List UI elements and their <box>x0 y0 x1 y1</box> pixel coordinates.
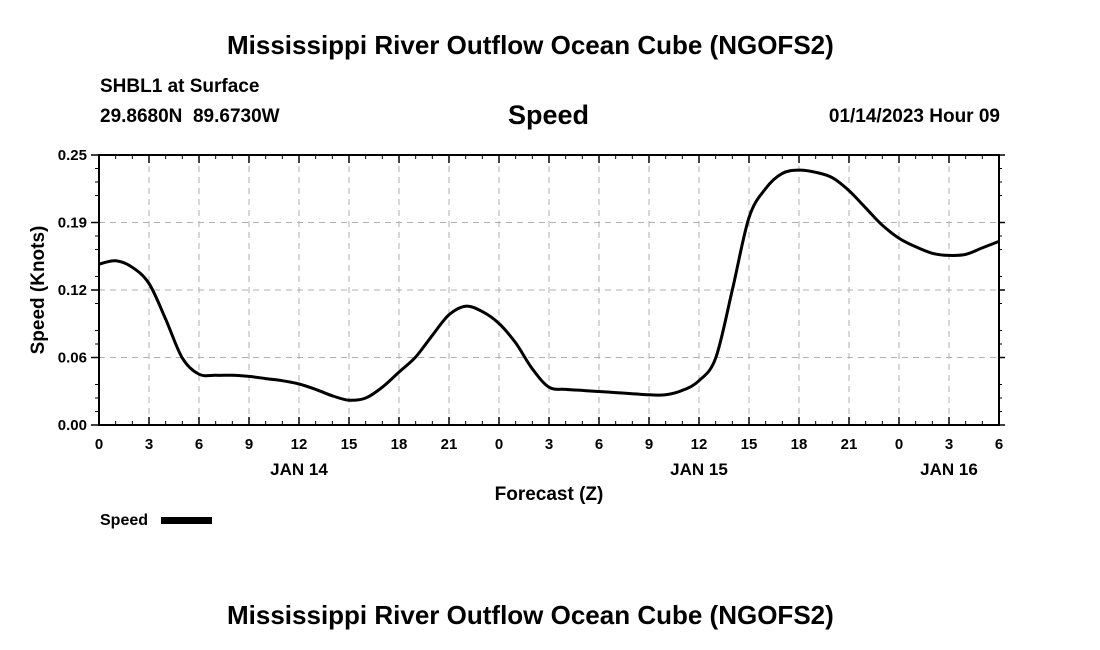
chart-title: Speed <box>508 100 590 130</box>
coordinates-label: 29.8680N 89.6730W <box>100 106 280 127</box>
date-label: JAN 14 <box>270 460 328 479</box>
x-tick-label: 6 <box>995 436 1003 453</box>
x-tick-labels: 0 3 6 9 12 15 18 21 0 3 6 9 12 15 18 21 0 3 6 <box>95 436 1003 453</box>
x-tick-label: 18 <box>391 436 408 453</box>
x-tick-label: 9 <box>245 436 253 453</box>
legend-label: Speed <box>100 512 148 529</box>
y-tick-label: 0.19 <box>58 215 87 232</box>
y-tick-label: 0.25 <box>58 147 87 164</box>
grid-lines <box>99 155 999 425</box>
x-tick-label: 0 <box>495 436 503 453</box>
bottom-title: Mississippi River Outflow Ocean Cube (NG… <box>227 600 834 630</box>
major-ticks <box>91 154 1005 426</box>
x-tick-label: 3 <box>945 436 953 453</box>
y-tick-labels: 0.00 0.06 0.12 0.19 0.25 <box>58 147 87 434</box>
date-label: JAN 15 <box>670 460 728 479</box>
date-label: JAN 16 <box>920 460 978 479</box>
x-tick-label: 18 <box>791 436 808 453</box>
y-tick-label: 0.00 <box>58 417 87 434</box>
top-title: Mississippi River Outflow Ocean Cube (NG… <box>227 30 834 60</box>
x-tick-label: 0 <box>95 436 103 453</box>
x-axis-label: Forecast (Z) <box>495 484 604 505</box>
y-tick-label: 0.06 <box>58 350 87 367</box>
legend-swatch <box>161 517 212 524</box>
x-tick-label: 12 <box>291 436 308 453</box>
datetime-label: 01/14/2023 Hour 09 <box>828 106 1000 127</box>
x-tick-label: 6 <box>595 436 603 453</box>
x-tick-label: 3 <box>145 436 153 453</box>
x-tick-label: 21 <box>841 436 858 453</box>
x-tick-label: 15 <box>741 436 758 453</box>
x-tick-label: 0 <box>895 436 903 453</box>
x-tick-label: 3 <box>545 436 553 453</box>
x-tick-label: 12 <box>691 436 708 453</box>
x-tick-label: 9 <box>645 436 653 453</box>
y-axis-label: Speed (Knots) <box>28 226 49 355</box>
station-label: SHBL1 at Surface <box>100 76 260 97</box>
x-tick-label: 21 <box>441 436 458 453</box>
x-tick-label: 15 <box>341 436 358 453</box>
y-tick-label: 0.12 <box>58 282 87 299</box>
date-labels: JAN 14 JAN 15 JAN 16 <box>270 460 978 479</box>
speed-series-line <box>98 168 1000 402</box>
x-tick-label: 6 <box>195 436 203 453</box>
